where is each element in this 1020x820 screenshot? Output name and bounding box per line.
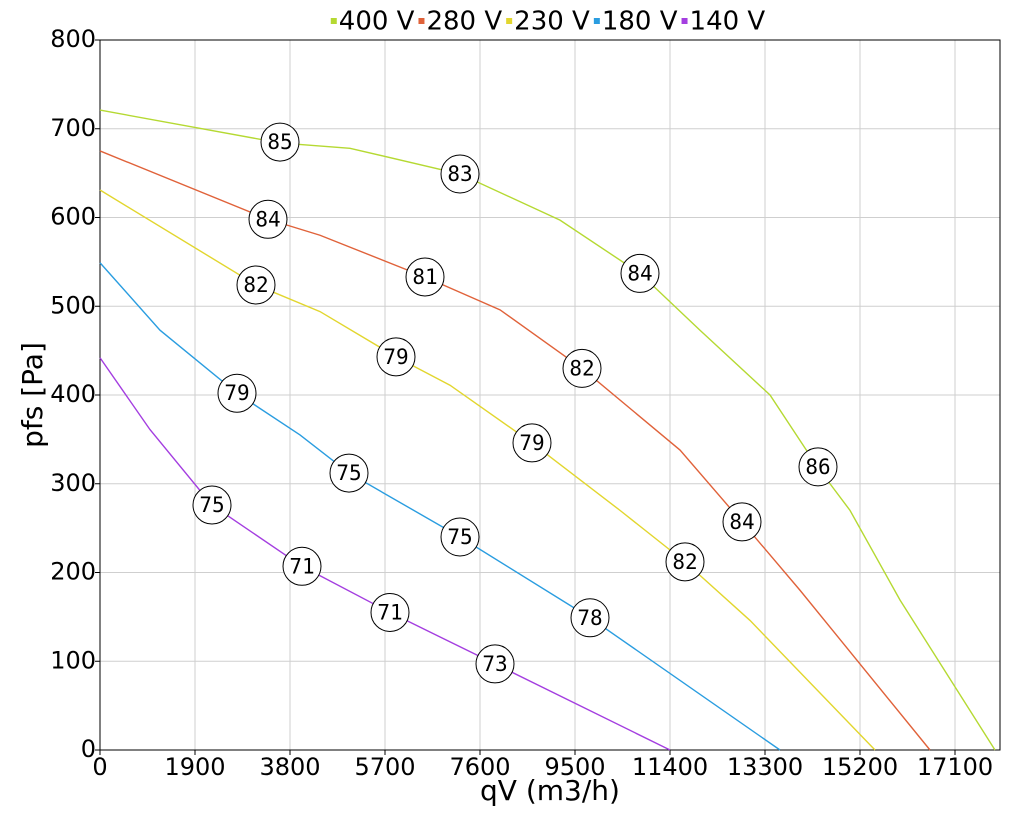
label-circle — [512, 423, 552, 463]
label-circle — [376, 337, 416, 377]
label-circle — [562, 348, 602, 388]
y-tick-label: 100 — [50, 646, 96, 674]
series-line — [99, 262, 781, 751]
x-tick-label: 5700 — [354, 753, 415, 781]
label-circle — [665, 542, 705, 582]
point-label: 75 — [192, 485, 232, 525]
label-circle — [282, 546, 322, 586]
legend-swatch — [418, 18, 425, 24]
label-circle — [570, 598, 610, 638]
point-label: 79 — [376, 337, 416, 377]
legend-swatch — [681, 18, 688, 24]
legend-label: 280 V — [426, 7, 502, 37]
label-text: 78 — [577, 606, 602, 630]
label-text: 84 — [627, 261, 652, 285]
x-tick-label: 17100 — [917, 753, 993, 781]
y-tick-label: 200 — [50, 558, 96, 586]
label-text: 86 — [805, 455, 830, 479]
label-circle — [405, 257, 445, 297]
x-tick-label: 9500 — [544, 753, 605, 781]
point-label: 81 — [405, 257, 445, 297]
label-circle — [722, 502, 762, 542]
point-label: 82 — [562, 348, 602, 388]
label-circle — [329, 453, 369, 493]
label-circle — [236, 265, 276, 305]
label-circle — [440, 154, 480, 194]
legend-label: 400 V — [339, 7, 415, 37]
point-label: 86 — [798, 447, 838, 487]
label-text: 84 — [255, 207, 280, 231]
point-label: 82 — [236, 265, 276, 305]
point-label: 73 — [475, 644, 515, 684]
y-tick-label: 700 — [50, 114, 96, 142]
y-tick-label: 800 — [50, 25, 96, 53]
x-axis-title: qV (m3/h) — [480, 774, 620, 807]
point-label: 71 — [370, 592, 410, 632]
series-line — [99, 109, 996, 751]
label-text: 75 — [199, 493, 224, 517]
label-text: 84 — [729, 510, 754, 534]
label-text: 79 — [519, 431, 544, 455]
label-text: 81 — [412, 265, 437, 289]
y-tick-label: 500 — [50, 291, 96, 319]
label-circle — [620, 253, 660, 293]
label-text: 79 — [224, 381, 249, 405]
legend-label: 180 V — [602, 7, 678, 37]
x-tick-label: 13300 — [727, 753, 803, 781]
point-label: 82 — [665, 542, 705, 582]
y-axis-title: pfs [Pa] — [16, 342, 49, 448]
y-tick-label: 0 — [81, 735, 96, 763]
label-text: 83 — [447, 162, 472, 186]
label-text: 73 — [482, 652, 507, 676]
label-text: 71 — [377, 600, 402, 624]
label-text: 79 — [383, 345, 408, 369]
point-label: 75 — [329, 453, 369, 493]
point-label: 79 — [217, 373, 257, 413]
label-text: 82 — [243, 273, 268, 297]
x-tick-label: 3800 — [259, 753, 320, 781]
plot-frame — [99, 39, 1001, 751]
point-label: 85 — [260, 122, 300, 162]
label-circle — [475, 644, 515, 684]
label-circle — [248, 199, 288, 239]
y-tick-label: 400 — [50, 380, 96, 408]
legend-swatch — [506, 18, 513, 24]
label-circle — [217, 373, 257, 413]
x-tick-label: 11400 — [632, 753, 708, 781]
label-text: 85 — [267, 130, 292, 154]
y-tick-label: 300 — [50, 469, 96, 497]
legend-label: 230 V — [514, 7, 590, 37]
point-label: 71 — [282, 546, 322, 586]
label-text: 71 — [289, 554, 314, 578]
legend: 400 V 280 V 230 V 180 V 140 V — [330, 7, 766, 37]
series-line — [99, 189, 876, 751]
legend-label: 140 V — [690, 7, 766, 37]
point-label: 83 — [440, 154, 480, 194]
point-label: 78 — [570, 598, 610, 638]
label-circle — [192, 485, 232, 525]
label-text: 75 — [447, 525, 472, 549]
x-tick-label: 1900 — [164, 753, 225, 781]
point-label: 84 — [620, 253, 660, 293]
legend-swatch — [330, 18, 337, 24]
point-label: 84 — [248, 199, 288, 239]
label-text: 82 — [672, 550, 697, 574]
label-circle — [260, 122, 300, 162]
label-text: 82 — [569, 356, 594, 380]
legend-swatch — [593, 18, 600, 24]
label-circle — [440, 517, 480, 557]
point-label: 75 — [440, 517, 480, 557]
label-circle — [798, 447, 838, 487]
point-label: 79 — [512, 423, 552, 463]
label-circle — [370, 592, 410, 632]
label-text: 75 — [336, 461, 361, 485]
point-label: 84 — [722, 502, 762, 542]
x-tick-label: 7600 — [449, 753, 510, 781]
x-tick-label: 15200 — [822, 753, 898, 781]
series-line — [99, 150, 931, 751]
x-tick-label: 0 — [92, 753, 107, 781]
y-tick-label: 600 — [50, 203, 96, 231]
